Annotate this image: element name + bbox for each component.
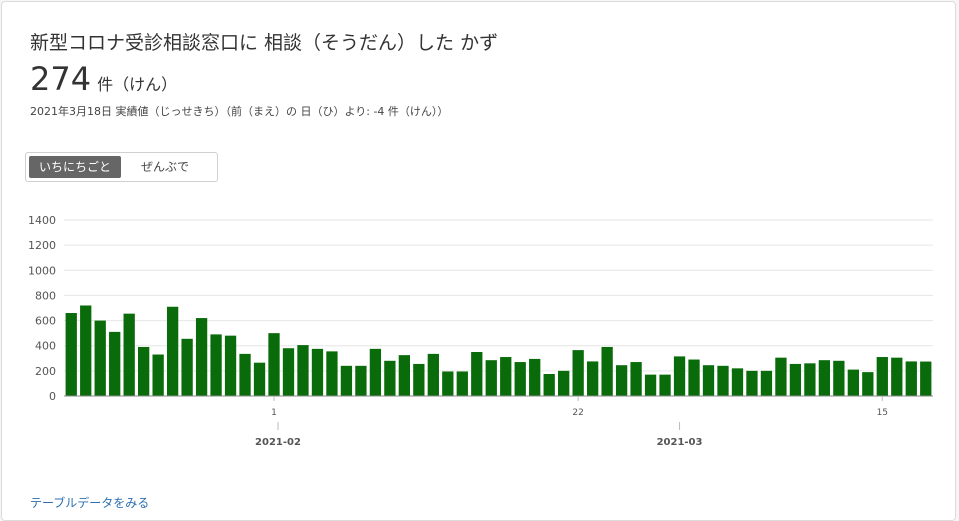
bar-2021-03-15 [876, 357, 888, 396]
month-label: 2021-03 [657, 437, 703, 448]
bar-2021-01-19 [80, 305, 92, 396]
daily-toggle-button[interactable]: いちにちごと [29, 156, 122, 178]
bar-2021-02-09 [384, 360, 396, 396]
bar-2021-01-20 [94, 320, 106, 396]
bar-2021-03-03 [702, 365, 715, 396]
bar-2021-02-11 [413, 363, 425, 396]
total-toggle-button[interactable]: ぜんぶで [141, 160, 190, 174]
bar-chart: 0 200 400 600 800 1000 1200 1400 1 22 15 2021-02 202… [28, 214, 933, 448]
bar-2021-01-27 [195, 318, 208, 396]
bar-2021-02-14 [456, 371, 468, 396]
y-tick-label: 200 [35, 365, 56, 378]
bar-2021-02-16 [485, 360, 497, 396]
bar-2021-01-25 [166, 306, 179, 396]
bar-2021-02-25 [615, 365, 628, 396]
bar-2021-01-24 [152, 354, 164, 396]
bar-2021-01-23 [138, 346, 150, 396]
bar-2021-03-06 [746, 370, 758, 396]
x-tick-label: 22 [572, 408, 583, 418]
chart-title: 新型コロナ受診相談窓口に 相談（そうだん）した かず [30, 32, 499, 54]
table-data-link[interactable]: テーブルデータをみる [30, 496, 150, 510]
y-tick-label: 400 [35, 340, 56, 353]
y-tick-label: 1400 [28, 214, 56, 227]
bar-2021-02-03 [297, 345, 309, 396]
bar-2021-02-24 [601, 346, 613, 396]
headline-value-row: 274 件（けん） [30, 60, 177, 98]
bar-2021-03-11 [818, 360, 831, 396]
bar-2021-01-26 [181, 338, 193, 396]
date-and-diff-note: 2021年3月18日 実績値（じっせきち）（前（まえ）の 日（ひ）より: -4 … [30, 105, 449, 118]
bar-2021-01-30 [239, 353, 251, 396]
y-tick-label: 800 [35, 289, 56, 302]
bar-2021-02-04 [311, 348, 324, 396]
bar-2021-02-06 [340, 365, 353, 396]
y-tick-label: 1200 [28, 239, 56, 252]
bar-2021-01-22 [123, 313, 135, 396]
bar-2021-02-19 [529, 358, 541, 396]
bar-2021-02-28 [659, 374, 671, 396]
bar-2021-03-17 [905, 361, 917, 396]
bar-2021-02-22 [572, 350, 584, 396]
bar-2021-02-12 [427, 353, 439, 396]
bar-2021-03-12 [833, 360, 845, 396]
bar-2021-01-28 [210, 334, 222, 396]
bar-2021-03-01 [673, 356, 686, 396]
bar-2021-01-21 [109, 331, 121, 396]
bar-2021-03-07 [760, 370, 773, 396]
bar-2021-03-10 [804, 363, 816, 396]
bar-2021-03-08 [775, 357, 787, 396]
bar-2021-02-13 [442, 371, 454, 396]
bar-2021-02-21 [558, 370, 570, 396]
bar-2021-03-18 [920, 361, 932, 396]
bar-2021-01-18 [65, 313, 77, 396]
headline-value: 274 [30, 60, 92, 98]
bar-2021-02-26 [630, 362, 642, 396]
bar-2021-01-31 [253, 362, 266, 396]
bar-2021-02-17 [500, 357, 512, 396]
bar-2021-02-10 [398, 355, 411, 396]
bar-2021-03-09 [789, 363, 802, 396]
bar-2021-02-20 [543, 374, 555, 396]
bar-2021-02-23 [586, 361, 599, 396]
bar-2021-02-01 [268, 333, 280, 396]
y-tick-label: 1000 [28, 264, 56, 277]
bar-2021-02-05 [326, 351, 338, 396]
bar-2021-01-29 [224, 335, 237, 396]
bar-2021-02-18 [514, 362, 526, 396]
y-tick-label: 0 [49, 390, 56, 403]
month-label: 2021-02 [255, 437, 301, 448]
bar-2021-02-27 [644, 374, 657, 396]
bar-2021-02-15 [471, 352, 483, 396]
x-tick-label: 15 [877, 408, 888, 418]
bar-2021-02-08 [369, 348, 382, 396]
bar-2021-02-02 [282, 348, 295, 396]
bar-2021-02-07 [355, 365, 367, 396]
data-kind-toggle: いちにちごと ぜんぶで [25, 152, 218, 182]
x-tick-label: 1 [271, 408, 277, 418]
bar-2021-03-14 [862, 372, 874, 396]
bar-2021-03-04 [717, 365, 729, 396]
bar-2021-03-13 [847, 369, 859, 396]
bar-2021-03-05 [731, 368, 744, 396]
bar-2021-03-16 [891, 357, 903, 396]
y-tick-label: 600 [35, 315, 56, 328]
headline-unit: 件（けん） [97, 75, 178, 94]
bar-2021-03-02 [688, 359, 700, 396]
